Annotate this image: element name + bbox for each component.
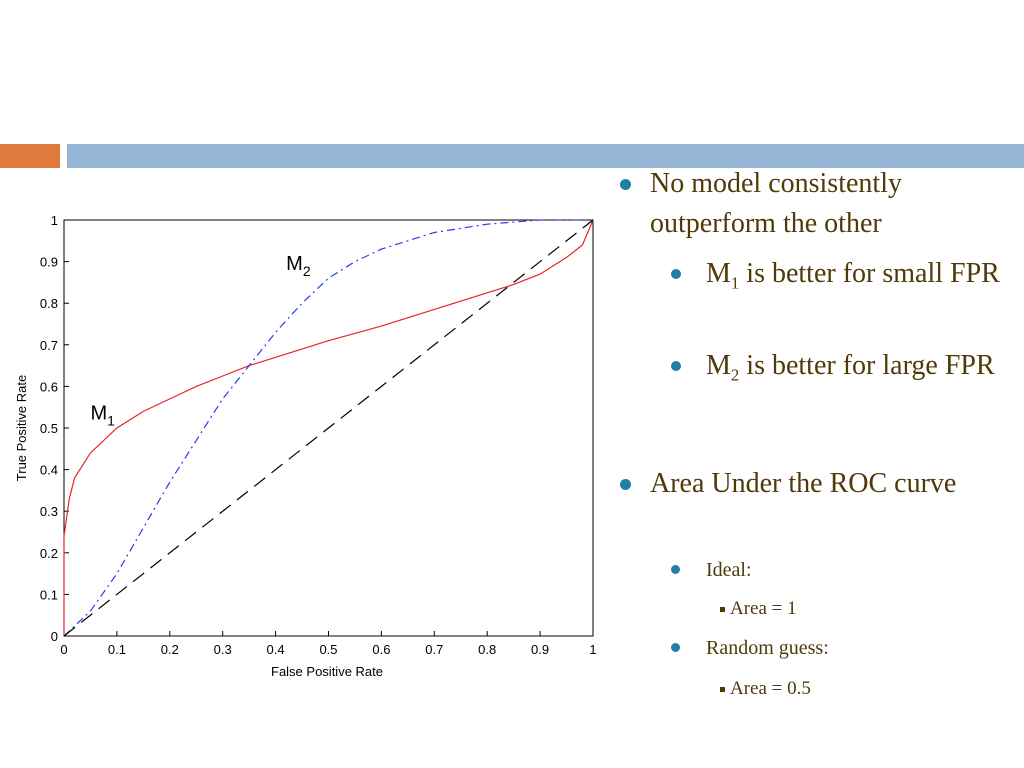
sub-bullet-main: M: [706, 258, 731, 289]
x-tick-label: 0.1: [108, 642, 126, 657]
sub-bullet-sub: 1: [730, 273, 740, 293]
curve-label-main: M: [90, 403, 107, 425]
y-tick-label: 0.6: [40, 379, 58, 394]
y-tick-label: 1: [51, 213, 58, 228]
bullet-dot: [671, 361, 681, 371]
x-tick-label: 1: [589, 642, 596, 657]
bullet-dot: [671, 565, 680, 574]
bullet-dot: [620, 179, 631, 190]
x-tick-label: 0.3: [214, 642, 232, 657]
item-text: Area = 0.5: [730, 678, 811, 699]
sub-bullet-main: M: [706, 350, 731, 381]
header-bar: [67, 144, 1024, 168]
curve-label: M1: [90, 403, 115, 429]
y-tick-label: 0.2: [40, 546, 58, 561]
item-marker: [720, 687, 725, 693]
x-tick-label: 0.9: [531, 642, 549, 657]
curve-label-sub: 2: [303, 263, 311, 279]
roc-curve: [63, 219, 594, 637]
accent-bar: [0, 144, 60, 168]
bullet-dot: [671, 643, 680, 652]
bullet-dot: [620, 479, 631, 490]
y-tick-label: 0.1: [40, 587, 58, 602]
sub-bullet-text: Ideal:: [706, 558, 752, 582]
curve-label-main: M: [286, 253, 303, 275]
y-tick-label: 0.5: [40, 421, 58, 436]
item-marker: [720, 607, 725, 613]
y-tick-label: 0.8: [40, 296, 58, 311]
bullet-dot: [671, 269, 681, 279]
item-text: Area = 1: [720, 597, 797, 621]
bullet-text: Area Under the ROC curve: [650, 468, 957, 499]
roc-curve: [63, 219, 593, 637]
curve-label: M2: [286, 253, 311, 279]
curve-label-sub: 1: [107, 413, 115, 429]
sub-bullet-rest: is better for large FPR: [739, 350, 995, 381]
bullet-text: No model consistently outperform the oth…: [650, 168, 902, 239]
y-tick-label: 0.7: [40, 338, 58, 353]
item-text: Area = 1: [730, 598, 797, 619]
sub-bullet-text: Random guess:: [706, 636, 829, 660]
y-tick-label: 0.3: [40, 504, 58, 519]
sub-bullet-sub: 2: [730, 365, 740, 385]
x-tick-label: 0.5: [319, 642, 337, 657]
sub-bullet-text: M1 is better for small FPR: [706, 254, 1006, 304]
sub-bullet-text: Ideal:: [706, 559, 752, 581]
item-text: Area = 0.5: [720, 677, 811, 701]
bullet-text: No model consistently outperform the oth…: [650, 164, 980, 244]
sub-bullet-text: Random guess:: [706, 637, 829, 659]
y-axis-label: True Positive Rate: [14, 375, 29, 481]
sub-bullet-rest: is better for small FPR: [739, 258, 1000, 289]
x-tick-label: 0.6: [372, 642, 390, 657]
sub-bullet-text: M2 is better for large FPR: [706, 346, 1006, 396]
y-tick-label: 0.4: [40, 463, 58, 478]
x-tick-label: 0: [60, 642, 67, 657]
y-tick-label: 0.9: [40, 255, 58, 270]
x-tick-label: 0.7: [425, 642, 443, 657]
y-tick-label: 0: [51, 629, 58, 644]
x-axis-label: False Positive Rate: [271, 664, 383, 679]
x-tick-label: 0.2: [161, 642, 179, 657]
x-tick-label: 0.4: [267, 642, 285, 657]
bullet-text: Area Under the ROC curve: [650, 464, 980, 504]
x-tick-label: 0.8: [478, 642, 496, 657]
